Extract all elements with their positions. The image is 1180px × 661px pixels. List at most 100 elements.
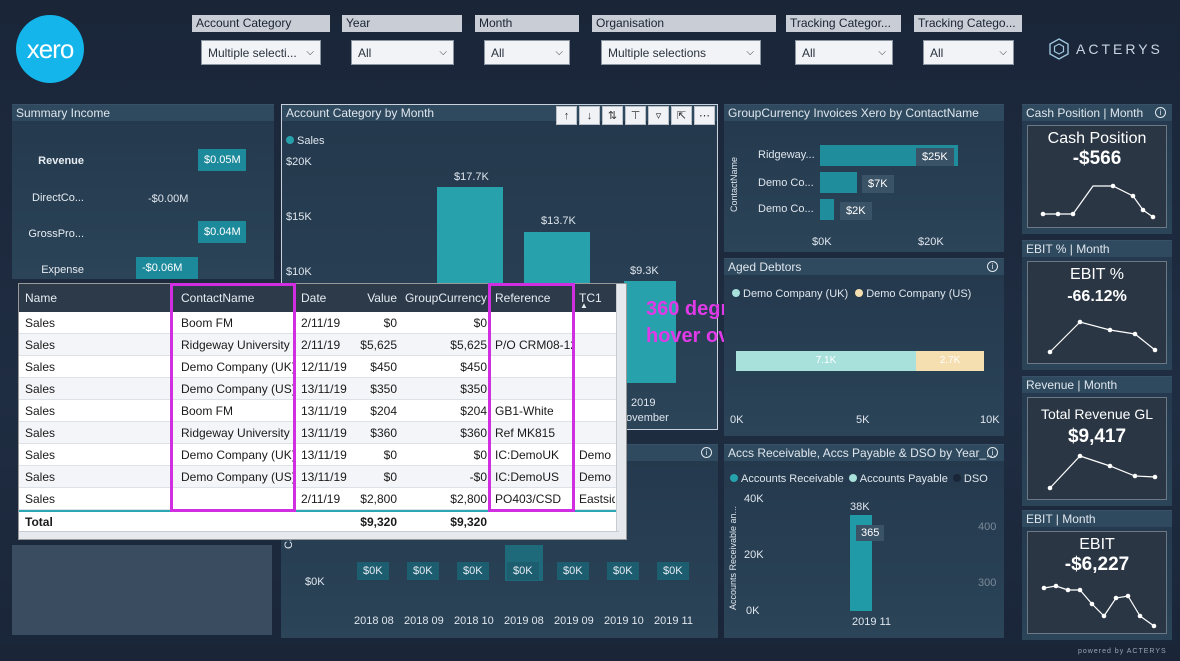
- bar[interactable]: [820, 199, 834, 220]
- info-icon[interactable]: i: [987, 447, 998, 458]
- col-header-tc1[interactable]: TC1 ▲: [575, 291, 615, 310]
- data-tag: $0K: [457, 562, 489, 580]
- info-icon[interactable]: i: [701, 447, 712, 458]
- expand-level-icon[interactable]: ⊤: [625, 106, 646, 125]
- col-header-value[interactable]: Value: [367, 291, 397, 305]
- filter-organisation[interactable]: Organisation Multiple selections ⌵: [592, 15, 776, 65]
- panel-title: Revenue | Month: [1022, 377, 1172, 393]
- filter-tracking-category-2[interactable]: Tracking Catego... All ⌵: [914, 15, 1022, 65]
- cell-value: $0: [383, 315, 397, 330]
- cell-name: Sales: [25, 403, 56, 418]
- bar-sales[interactable]: [437, 187, 503, 297]
- filter-tracking-category-1[interactable]: Tracking Categor... All ⌵: [786, 15, 901, 65]
- horizontal-scrollbar[interactable]: [19, 531, 619, 539]
- kpi-card[interactable]: EBIT -$6,227: [1027, 531, 1167, 634]
- bar-label: $17.7K: [454, 171, 489, 183]
- summary-label-directcost: DirectCo...: [32, 192, 84, 204]
- expand-all-icon[interactable]: ⇅: [602, 106, 623, 125]
- acterys-wordmark: ACTERYS: [1076, 41, 1163, 57]
- sparkline: [1041, 583, 1157, 629]
- data-tag: $0K: [657, 562, 689, 580]
- cell-date: 2/11/19: [301, 337, 341, 352]
- col-header-contact[interactable]: ContactName: [181, 291, 255, 305]
- filter-label: Account Category: [192, 15, 330, 32]
- x-label: 2018 09: [404, 615, 444, 627]
- drill-up-icon[interactable]: ↑: [556, 106, 577, 125]
- filter-select[interactable]: All ⌵: [923, 40, 1014, 65]
- filter-year[interactable]: Year All ⌵: [342, 15, 462, 65]
- bar-demo-us[interactable]: 2.7K: [916, 351, 984, 371]
- cell-date: 13/11/19: [301, 381, 347, 396]
- filter-select[interactable]: Multiple selecti... ⌵: [201, 40, 321, 65]
- visual-toolbar: ↑ ↓ ⇅ ⊤ ▿ ⇱ ⋯: [556, 106, 715, 125]
- drill-down-icon[interactable]: ↓: [579, 106, 600, 125]
- filter-select[interactable]: Multiple selections ⌵: [601, 40, 761, 65]
- summary-bar-grossprofit[interactable]: $0.04M: [198, 221, 246, 243]
- col-header-name[interactable]: Name: [25, 291, 58, 305]
- cell-name: Sales: [25, 315, 56, 330]
- col-header-groupcurrency[interactable]: GroupCurrency: [404, 291, 487, 305]
- kpi-card[interactable]: Cash Position -$566: [1027, 125, 1167, 228]
- chevron-down-icon: ⌵: [999, 47, 1007, 58]
- cell-groupcurrency: $450: [460, 359, 487, 374]
- x-label: 2019: [631, 397, 656, 409]
- focus-mode-icon[interactable]: ⇱: [671, 106, 692, 125]
- cell-groupcurrency: $2,800: [450, 491, 487, 506]
- bar[interactable]: [820, 172, 857, 193]
- y-tick: $20K: [286, 156, 312, 168]
- kpi-card[interactable]: Total Revenue GL $9,417: [1027, 397, 1167, 500]
- cell-reference: Ref MK815: [495, 425, 556, 440]
- col-header-reference[interactable]: Reference: [495, 291, 551, 305]
- summary-bar-revenue[interactable]: $0.05M: [198, 149, 246, 171]
- data-tag: $2K: [840, 202, 872, 220]
- more-options-icon[interactable]: ⋯: [694, 106, 715, 125]
- x-tick: 0K: [730, 414, 744, 426]
- ebit-panel: EBIT | Month EBIT -$6,227: [1022, 510, 1172, 640]
- accs-receivable-panel: Accs Receivable, Accs Payable & DSO by Y…: [724, 444, 1004, 638]
- cell-groupcurrency: $0: [473, 315, 487, 330]
- y-tick: $10K: [286, 266, 312, 278]
- sort-ascending-icon: ▲: [580, 301, 588, 310]
- cell-name: Sales: [25, 337, 56, 352]
- filter-account-category[interactable]: Account Category Multiple selecti... ⌵: [192, 15, 330, 65]
- cell-name: Sales: [25, 359, 56, 374]
- info-icon[interactable]: i: [987, 261, 998, 272]
- kpi-value: $9,417: [1067, 426, 1127, 447]
- info-icon[interactable]: i: [1155, 107, 1166, 118]
- panel-title: Summary Income: [12, 105, 274, 121]
- cell-value: $350: [370, 381, 397, 396]
- sparkline: [1040, 183, 1156, 220]
- panel-title: Accs Receivable, Accs Payable & DSO by Y…: [724, 445, 1004, 461]
- kpi-card[interactable]: EBIT % -66.12%: [1027, 261, 1167, 364]
- bar-demo-uk[interactable]: 7.1K: [736, 351, 916, 371]
- cell-contact: Ridgeway University: [181, 425, 290, 440]
- panel-title: EBIT % | Month: [1022, 241, 1172, 257]
- bar-sales[interactable]: [624, 281, 676, 383]
- vertical-scrollbar[interactable]: [616, 284, 626, 539]
- filter-select[interactable]: All ⌵: [795, 40, 893, 65]
- filter-icon[interactable]: ▿: [648, 106, 669, 125]
- panel-title: Cash Position | Month: [1022, 105, 1172, 121]
- xero-logo: xero: [16, 15, 84, 83]
- legend-dot: [952, 474, 961, 482]
- filter-select[interactable]: All ⌵: [484, 40, 570, 65]
- summary-bar-expense[interactable]: -$0.06M: [136, 257, 198, 279]
- cell-date: 2/11/19: [301, 491, 341, 506]
- y-axis-title: Accounts Receivable an...: [728, 505, 738, 610]
- y-tick: 40K: [744, 493, 764, 505]
- data-tag: $0K: [607, 562, 639, 580]
- filter-label: Tracking Catego...: [914, 15, 1022, 32]
- col-header-tc1-label: TC1: [579, 291, 602, 305]
- summary-value-directcost: -$0.00M: [148, 193, 189, 205]
- cell-name: Sales: [25, 491, 56, 506]
- x-tick: $0K: [812, 236, 832, 248]
- filter-select[interactable]: All ⌵: [351, 40, 454, 65]
- x-label: 2019 09: [554, 615, 594, 627]
- filter-month[interactable]: Month All ⌵: [475, 15, 579, 65]
- col-header-date[interactable]: Date: [301, 291, 327, 305]
- data-tag: $0K: [557, 562, 589, 580]
- filter-value: All: [358, 45, 372, 60]
- kpi-value: -66.12%: [1067, 288, 1127, 305]
- x-label: 2019 08: [504, 615, 544, 627]
- legend-label: DSO: [963, 473, 988, 485]
